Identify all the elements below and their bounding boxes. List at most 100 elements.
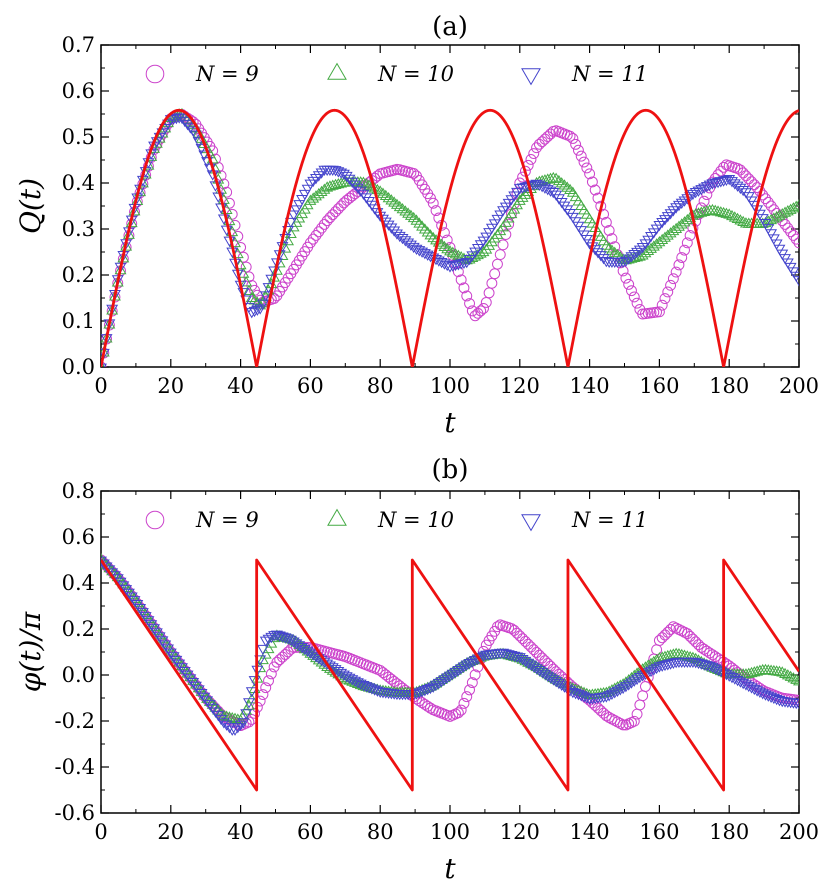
data-point	[737, 678, 750, 690]
data-point	[184, 123, 197, 134]
data-point	[452, 707, 464, 719]
data-point	[435, 238, 448, 249]
legend-marker	[521, 514, 541, 532]
data-point	[360, 177, 373, 189]
data-point	[298, 644, 311, 656]
data-point	[254, 695, 266, 707]
data-point	[533, 138, 545, 150]
data-point	[206, 703, 219, 715]
data-point	[120, 240, 133, 251]
data-point	[396, 203, 409, 214]
data-point	[418, 223, 431, 234]
data-point	[533, 666, 546, 677]
data-point	[745, 683, 758, 694]
data-point	[469, 669, 481, 681]
data-point	[625, 678, 638, 689]
data-point	[234, 258, 247, 270]
data-point	[575, 150, 587, 162]
data-point	[365, 200, 378, 212]
data-point	[608, 246, 621, 257]
y-tick-label: -0.2	[55, 709, 96, 733]
data-point	[455, 274, 467, 286]
data-point	[545, 128, 556, 140]
data-point	[427, 197, 439, 209]
data-point	[438, 240, 451, 252]
data-point	[564, 130, 576, 142]
data-point	[282, 634, 295, 645]
data-point	[357, 681, 370, 692]
data-point	[279, 633, 292, 644]
data-point	[354, 186, 367, 197]
data-point	[469, 656, 482, 667]
y-tick-label: 0.7	[62, 33, 95, 57]
data-point	[787, 672, 799, 683]
data-point	[492, 258, 503, 270]
data-point	[611, 686, 624, 698]
data-point	[605, 244, 618, 255]
data-point	[516, 191, 529, 202]
data-point	[307, 233, 319, 245]
data-point	[232, 230, 244, 242]
panel-b: (b) 0 20 40 60 80 100 120 140 160 180 200 -0.6 -0.4 -0…	[14, 455, 819, 885]
data-point	[438, 675, 451, 686]
data-point	[547, 675, 560, 686]
data-point	[240, 709, 253, 720]
data-point	[709, 178, 722, 189]
y-tick-label: 0.4	[62, 571, 95, 595]
data-point	[480, 243, 493, 254]
data-point	[617, 265, 629, 277]
data-point	[256, 297, 269, 308]
x-tick-label: 120	[500, 820, 540, 844]
y-axis-label: Q(t)	[14, 178, 47, 234]
data-point	[492, 621, 503, 633]
data-point	[681, 628, 693, 640]
data-point	[346, 177, 359, 189]
data-point	[578, 156, 590, 168]
data-point	[293, 641, 306, 652]
data-point	[101, 559, 110, 570]
data-point	[324, 212, 336, 224]
data-point	[284, 635, 297, 646]
data-point	[408, 167, 420, 179]
legend-entry: N = 10	[327, 508, 454, 532]
data-point	[637, 690, 649, 702]
data-point	[265, 632, 278, 644]
data-point	[187, 678, 200, 689]
data-point	[620, 272, 632, 284]
data-point	[315, 168, 328, 179]
data-point	[631, 297, 643, 309]
data-point	[706, 662, 719, 674]
data-point	[555, 177, 568, 188]
data-point	[176, 663, 188, 674]
data-point	[746, 176, 757, 188]
x-axis-label: t	[444, 406, 456, 439]
data-point	[743, 173, 755, 185]
legend-entry: N = 11	[521, 508, 648, 532]
data-point	[698, 643, 710, 655]
data-point	[628, 715, 640, 727]
data-point	[452, 266, 464, 278]
data-point	[446, 246, 459, 257]
data-point	[259, 291, 272, 302]
y-tick-label: 0.2	[62, 617, 95, 641]
data-point	[726, 209, 738, 221]
data-point	[363, 179, 375, 190]
data-point	[728, 674, 741, 685]
data-point	[477, 245, 490, 257]
data-point	[455, 259, 468, 270]
data-point	[351, 183, 364, 194]
y-tick-label: 0.3	[62, 217, 95, 241]
data-point	[332, 666, 345, 678]
data-point	[756, 217, 769, 228]
data-point	[296, 195, 308, 206]
data-point	[667, 658, 680, 669]
data-point	[418, 249, 431, 260]
data-point	[407, 211, 420, 223]
data-point	[301, 646, 314, 658]
data-point	[536, 667, 549, 679]
data-point	[229, 725, 241, 736]
data-point	[547, 171, 560, 183]
data-point	[567, 133, 579, 144]
data-point	[536, 182, 549, 193]
